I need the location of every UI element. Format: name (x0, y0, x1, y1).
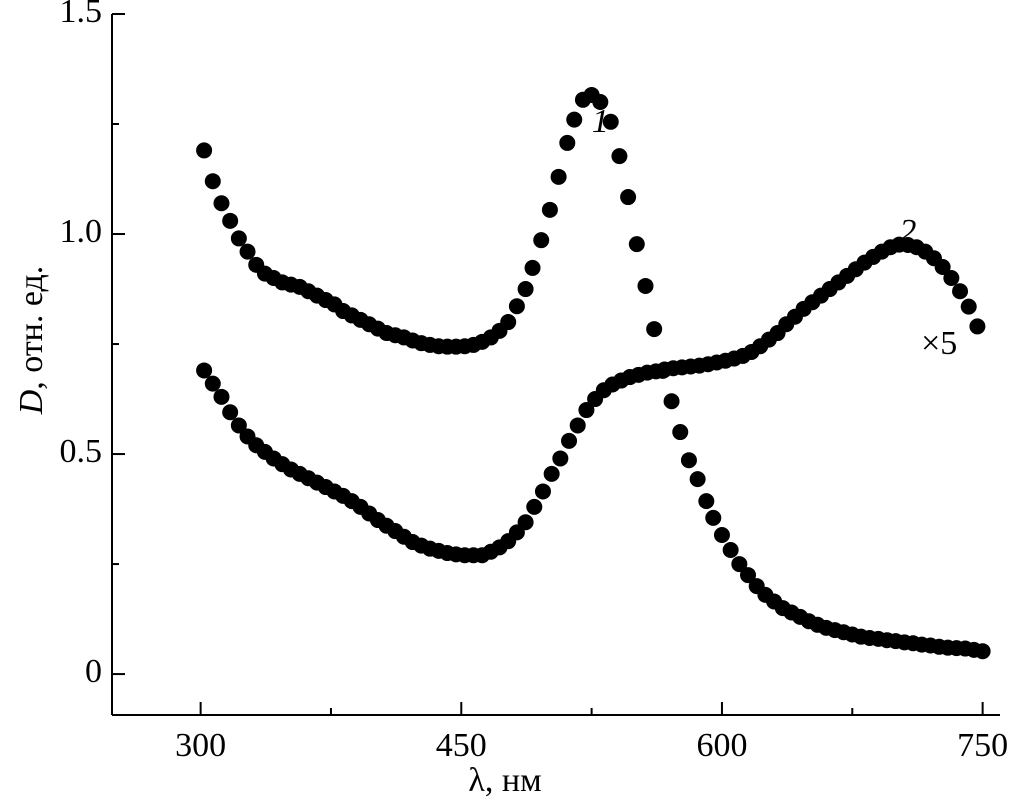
data-point (974, 643, 991, 660)
data-point (592, 94, 609, 111)
annotation: 2 (899, 213, 916, 250)
data-point (680, 452, 697, 469)
data-point (628, 236, 645, 253)
data-point (646, 321, 663, 338)
data-point (222, 404, 239, 421)
data-point (705, 509, 722, 526)
y-tick-label: 1.5 (60, 0, 103, 30)
data-point (566, 111, 583, 128)
data-point (204, 375, 221, 392)
data-point (637, 277, 654, 294)
data-point (552, 450, 569, 467)
annotation: ×5 (921, 325, 957, 362)
data-point (731, 556, 748, 573)
y-tick-label: 1.0 (60, 213, 103, 250)
data-point (713, 527, 730, 544)
x-label-unit: , нм (485, 762, 542, 799)
x-tick-label: 300 (175, 727, 226, 764)
data-point (533, 232, 550, 249)
data-point (559, 134, 576, 151)
data-point (196, 362, 213, 379)
data-point (561, 432, 578, 449)
data-point (230, 230, 247, 247)
y-tick-label: 0.5 (60, 433, 103, 470)
data-point (698, 493, 715, 510)
data-point (663, 393, 680, 410)
data-point (952, 283, 969, 300)
data-point (689, 471, 706, 488)
data-point (524, 259, 541, 276)
data-point (517, 514, 534, 531)
data-point (578, 402, 595, 419)
y-label-symbol: D (13, 389, 50, 415)
data-point (508, 298, 525, 315)
data-point (213, 195, 230, 212)
data-point (541, 201, 558, 218)
x-label-symbol: λ (468, 762, 485, 799)
data-point (740, 567, 757, 584)
data-point (934, 259, 951, 276)
data-point (230, 417, 247, 434)
y-axis-label: D, отн. ед. (13, 266, 50, 416)
data-point (500, 314, 517, 331)
data-point (213, 388, 230, 405)
annotation: 1 (592, 103, 609, 140)
x-axis-label: λ, нм (468, 762, 541, 799)
data-point (222, 212, 239, 229)
data-point (602, 113, 619, 130)
data-point (517, 281, 534, 298)
data-point (543, 465, 560, 482)
data-point (943, 270, 960, 287)
data-point (960, 298, 977, 315)
data-point (969, 318, 986, 335)
data-point (239, 243, 256, 260)
data-point (611, 148, 628, 165)
data-point (569, 417, 586, 434)
data-point (722, 541, 739, 558)
y-label-unit: , отн. ед. (13, 266, 50, 390)
data-point (196, 142, 213, 159)
data-point (550, 168, 567, 185)
data-point (204, 173, 221, 190)
data-point (526, 498, 543, 515)
x-tick-label: 600 (696, 727, 747, 764)
x-tick-label: 750 (957, 727, 1008, 764)
y-tick-label: 0 (85, 653, 102, 690)
data-point (620, 189, 637, 206)
data-point (534, 483, 551, 500)
x-tick-label: 450 (436, 727, 487, 764)
data-point (672, 424, 689, 441)
